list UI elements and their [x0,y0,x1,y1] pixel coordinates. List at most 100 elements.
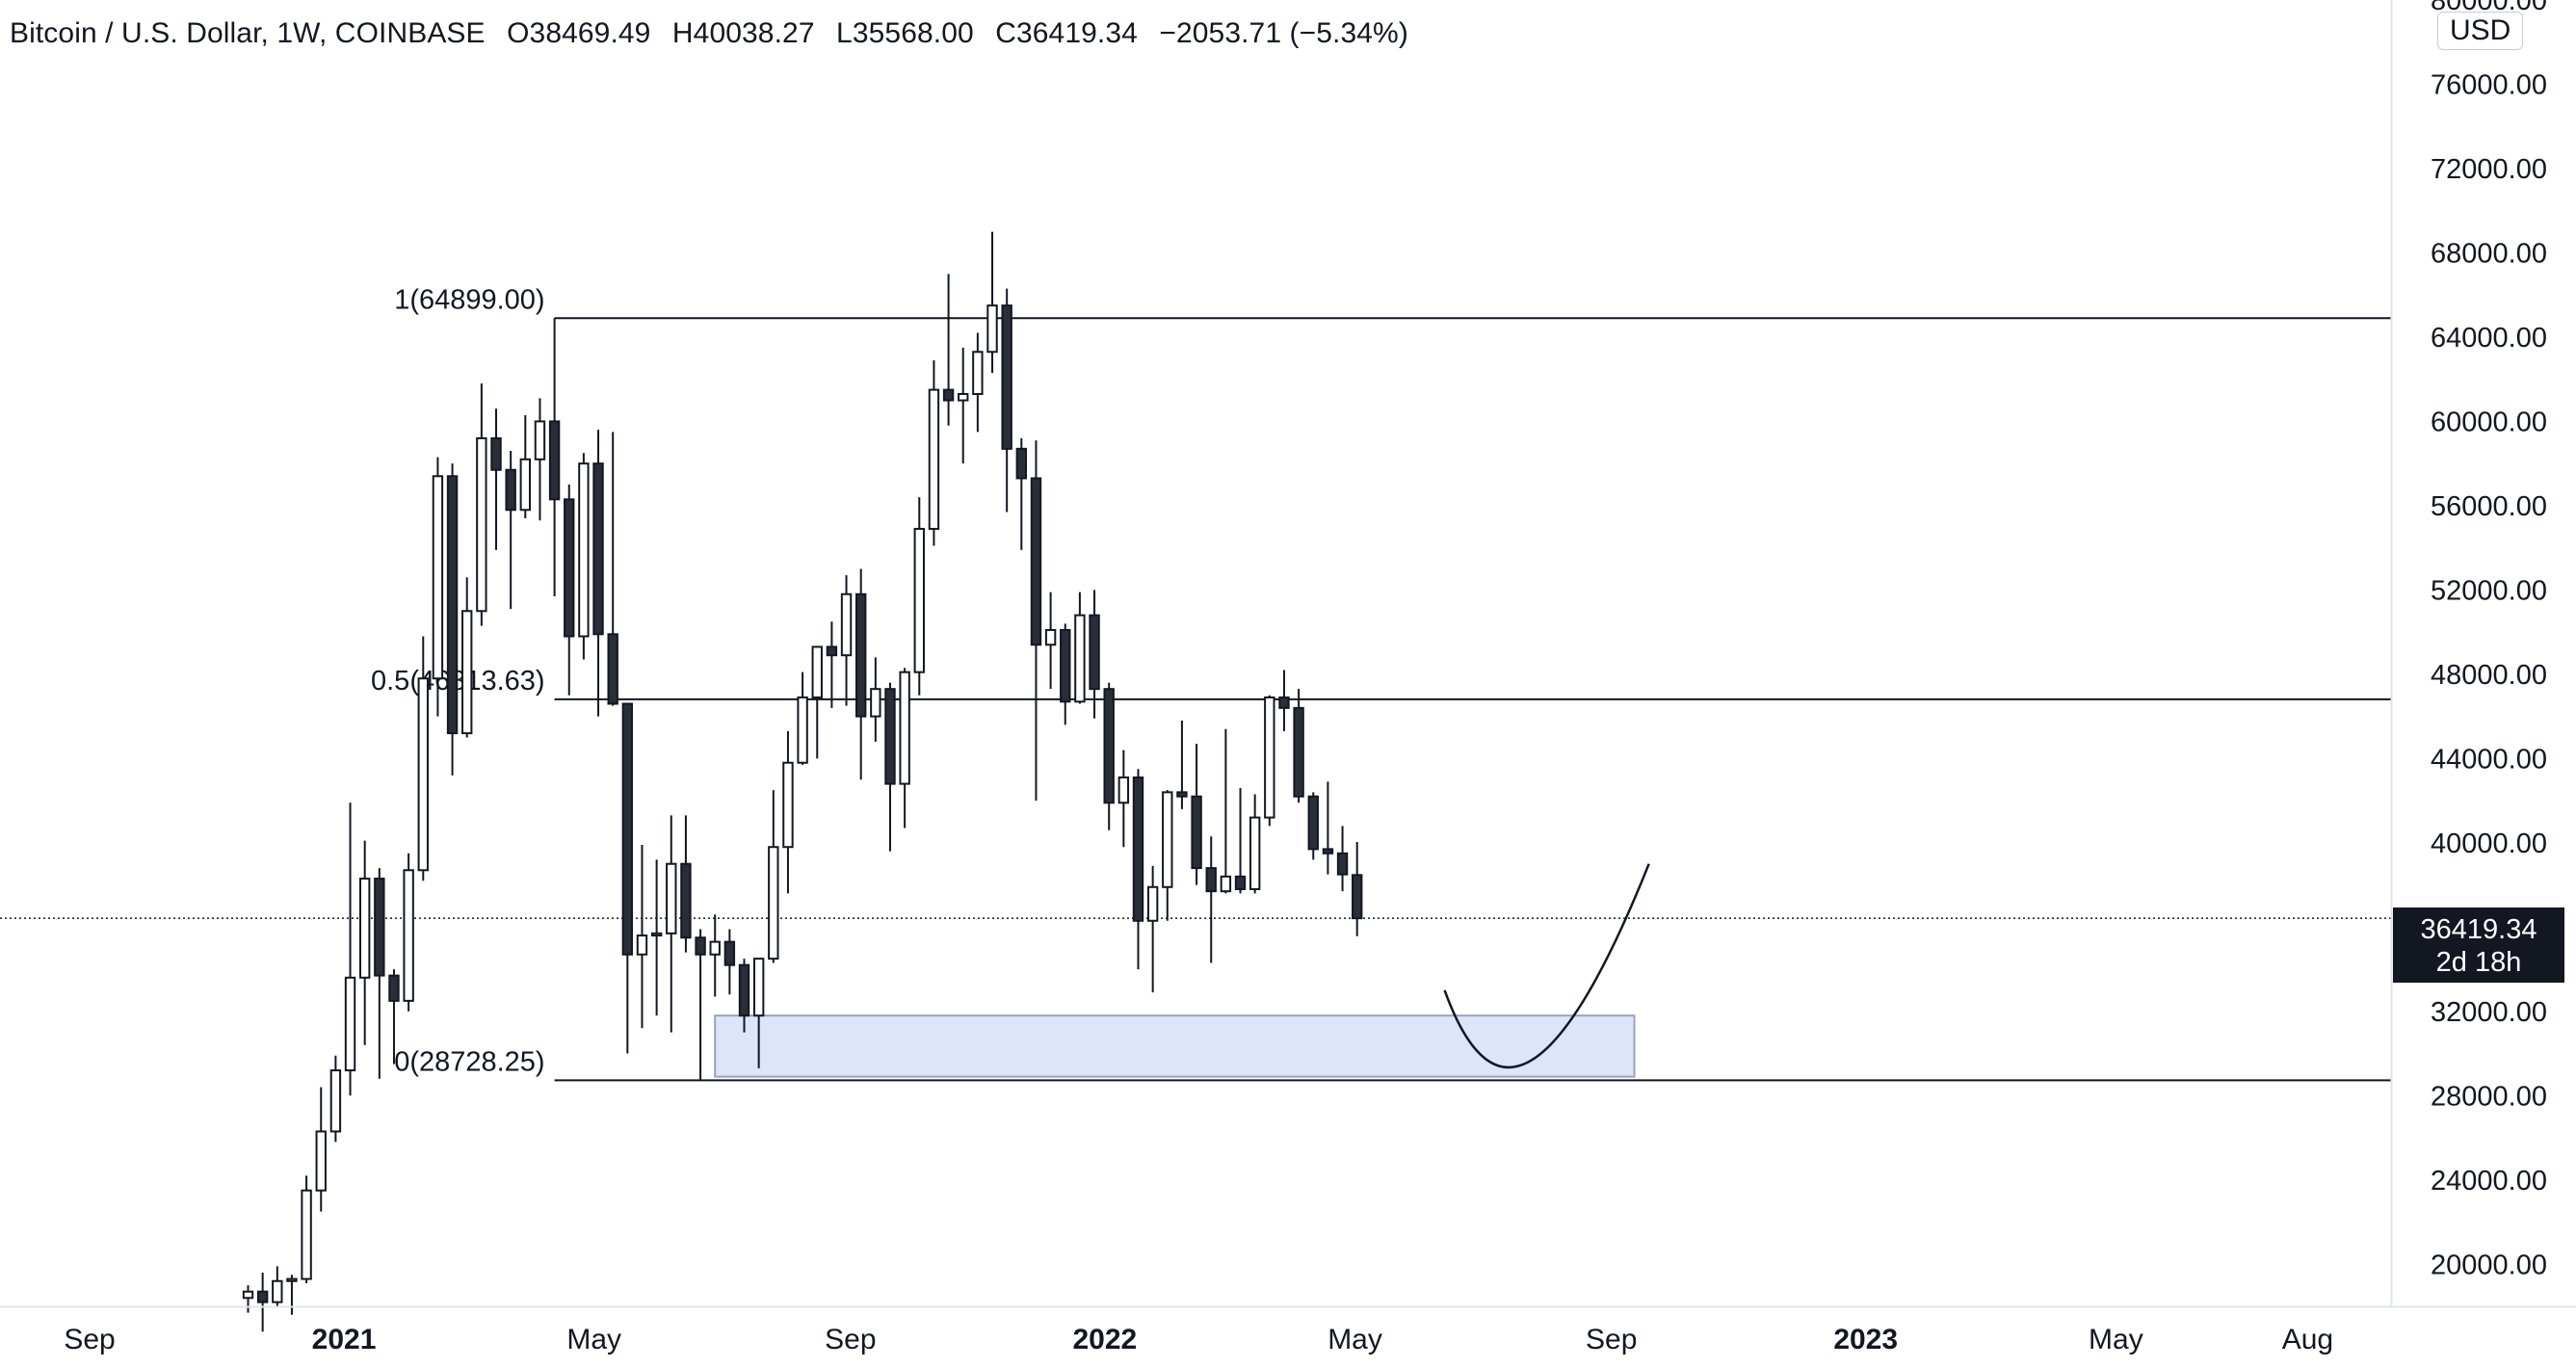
candle[interactable] [1089,590,1100,719]
candle[interactable] [548,318,561,596]
candle[interactable] [1293,689,1304,803]
candle[interactable] [592,430,604,717]
candle[interactable] [709,914,721,997]
candle[interactable] [1176,720,1188,809]
candle[interactable] [1001,288,1012,513]
candle[interactable] [1336,826,1349,892]
candle[interactable] [1146,865,1159,993]
currency-button[interactable]: USD [2437,12,2524,50]
candle[interactable] [1264,695,1275,827]
candle[interactable] [344,802,356,1096]
support-zone[interactable] [714,1014,1636,1078]
candle[interactable] [461,577,473,738]
projection-curve[interactable] [1443,863,1650,1069]
candle[interactable] [1060,623,1071,725]
candle[interactable] [1103,682,1115,830]
candle[interactable] [432,457,444,717]
candle[interactable] [476,383,487,626]
candle[interactable] [1307,792,1319,860]
candle[interactable] [1132,769,1144,970]
candle[interactable] [928,359,940,546]
candle[interactable] [490,408,502,550]
candle[interactable] [446,463,459,776]
candle[interactable] [1074,592,1086,704]
candle-body [666,862,677,934]
candle[interactable] [1191,744,1202,885]
candle[interactable] [315,1087,327,1212]
open-key: O [507,17,530,49]
candle[interactable] [607,432,618,706]
candle[interactable] [1249,794,1261,894]
candle[interactable] [329,1055,342,1143]
candle[interactable] [358,840,371,1045]
candle-body [811,645,823,698]
candle[interactable] [534,398,546,521]
candle[interactable] [884,682,896,852]
candle[interactable] [768,790,779,963]
close-key: C [995,17,1016,49]
candle[interactable] [650,859,663,1016]
candle[interactable] [811,645,823,759]
candle[interactable] [958,347,969,464]
candle[interactable] [986,231,998,374]
candle[interactable] [854,568,867,780]
price-tick-label: 52000.00 [2431,575,2547,606]
candle[interactable] [388,969,400,1065]
candle-body [738,963,750,1017]
candle[interactable] [899,668,910,829]
candle[interactable] [578,453,590,660]
candle-body [403,869,414,1002]
candle[interactable] [519,414,531,519]
candle[interactable] [797,671,808,765]
candle-body [1191,795,1202,870]
candle[interactable] [374,868,385,1079]
candle[interactable] [505,451,516,610]
candle[interactable] [417,636,429,881]
candle[interactable] [913,497,925,696]
candle[interactable] [942,274,955,426]
candle[interactable] [286,1275,298,1315]
candle[interactable] [1015,437,1028,550]
candle-body [1234,875,1247,890]
time-axis[interactable]: Sep 2021 May Sep 2022 May Sep 2023 May Aug [64,1324,2333,1355]
candle-body [534,420,546,460]
candle[interactable] [301,1175,312,1283]
price-axis[interactable]: 20000.00 24000.00 28000.00 32000.00 40000.00… [2431,0,2547,1280]
low-key: L [836,17,853,49]
candle[interactable] [1205,836,1217,963]
candle[interactable] [1220,728,1232,894]
time-tick-label: Sep [64,1324,115,1355]
candle[interactable] [564,485,575,696]
candle[interactable] [636,845,648,1029]
candle-body [913,527,925,673]
candle[interactable] [826,621,838,708]
candle[interactable] [1322,781,1334,875]
candle[interactable] [1044,592,1057,690]
candle[interactable] [972,332,984,433]
candle[interactable] [1162,790,1173,921]
candle-body [256,1290,269,1303]
price-tick-label: 68000.00 [2431,238,2547,269]
candle[interactable] [256,1273,269,1332]
candle[interactable] [666,815,677,1033]
candle[interactable] [1117,750,1130,848]
candle[interactable] [752,958,765,1068]
candle[interactable] [242,1285,254,1313]
candle[interactable] [1352,842,1363,936]
candle[interactable] [403,853,414,1012]
candle[interactable] [782,730,794,894]
candle[interactable] [1030,440,1042,802]
candle[interactable] [738,959,750,1033]
candle[interactable] [840,575,853,706]
candle[interactable] [695,929,706,1081]
candle-body [1205,867,1217,893]
candle[interactable] [1278,670,1290,731]
candle[interactable] [621,702,634,1054]
candle[interactable] [272,1266,283,1306]
candle[interactable] [1234,787,1247,894]
candle-body [519,458,531,512]
candle[interactable] [723,929,736,995]
candle[interactable] [680,815,692,953]
candle[interactable] [870,657,881,742]
